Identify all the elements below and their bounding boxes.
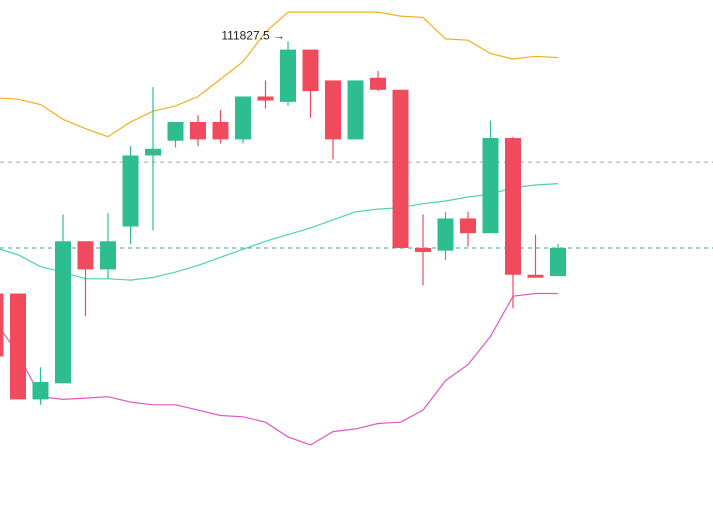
- candle-12: [257, 80, 274, 109]
- candle-body-down: [212, 121, 229, 140]
- candle-19: [415, 214, 431, 286]
- candle-body-up: [347, 80, 364, 140]
- candle-23: [505, 136, 521, 309]
- candle-body-down: [505, 138, 521, 275]
- candle-10: [212, 109, 229, 144]
- candle-13: [280, 41, 296, 106]
- candle-3: [55, 214, 71, 384]
- reference-lines: [0, 161, 713, 249]
- candle-body-up: [280, 49, 296, 102]
- candle-7: [145, 87, 161, 231]
- candle-17: [370, 71, 386, 92]
- peak-price-label: 111827.5 →: [221, 29, 285, 43]
- candle-body-down: [392, 89, 409, 248]
- candle-body-up: [145, 148, 161, 156]
- candle-21: [460, 211, 476, 247]
- candle-24: [527, 234, 544, 278]
- candle-0: [0, 293, 4, 357]
- candle-14: [302, 49, 319, 118]
- candle-22: [482, 120, 499, 234]
- candle-body-down: [190, 121, 206, 140]
- candle-body-up: [235, 96, 251, 140]
- candle-15: [325, 80, 341, 160]
- candle-body-down: [0, 293, 4, 357]
- candle-body-up: [167, 121, 184, 141]
- candle-11: [235, 96, 251, 144]
- candle-5: [100, 213, 116, 279]
- candle-body-down: [302, 49, 319, 92]
- candle-body-down: [10, 293, 26, 400]
- annotations: 111827.5 →: [221, 29, 285, 43]
- candle-body-up: [482, 138, 499, 234]
- candle-body-up: [437, 218, 454, 251]
- candle-body-down: [325, 80, 341, 140]
- candle-25: [550, 243, 566, 277]
- candle-9: [190, 115, 206, 147]
- candle-20: [437, 211, 454, 261]
- candle-body-up: [55, 241, 71, 384]
- candle-8: [167, 121, 184, 148]
- candle-body-up: [100, 241, 116, 270]
- candle-body-down: [527, 274, 544, 278]
- bollinger-lower-line: [0, 292, 558, 446]
- candle-body-up: [122, 155, 139, 227]
- candle-body-down: [257, 96, 274, 101]
- candle-body-up: [550, 247, 566, 277]
- bollinger-upper-line: [0, 11, 559, 138]
- candle-2: [32, 367, 49, 405]
- candle-body-up: [32, 381, 49, 400]
- candle-4: [77, 241, 94, 317]
- candle-body-down: [460, 218, 476, 234]
- candle-18: [392, 89, 409, 248]
- candle-1: [10, 293, 26, 400]
- candle-6: [122, 146, 139, 244]
- candle-body-down: [370, 77, 386, 90]
- candle-16: [347, 80, 364, 140]
- candles: [0, 41, 566, 405]
- candle-body-down: [77, 241, 94, 270]
- candle-body-down: [415, 247, 431, 252]
